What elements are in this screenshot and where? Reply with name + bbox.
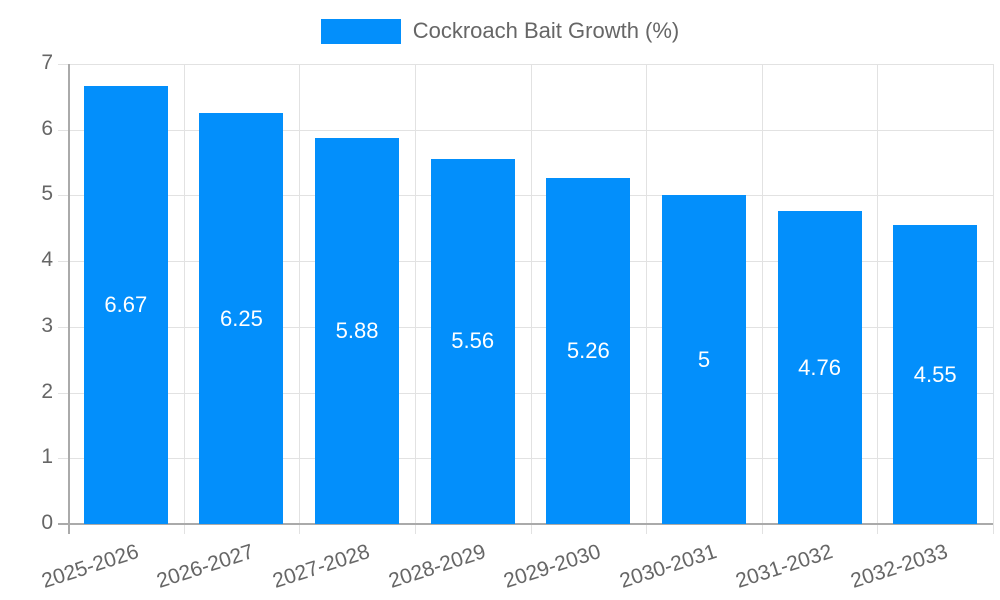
- y-axis-line: [68, 64, 70, 534]
- bar-value-label: 5.26: [566, 338, 610, 364]
- y-tick-label: 0: [41, 511, 53, 534]
- y-tick-label: 4: [41, 248, 53, 272]
- bar-value-label: 6.67: [104, 291, 148, 317]
- bar[interactable]: [893, 225, 978, 524]
- bar-value-label: 4.76: [798, 354, 841, 380]
- bar-value-label: 5.56: [451, 328, 495, 354]
- gridline-horizontal: [58, 64, 993, 65]
- x-tick-label: 2030-2031: [616, 540, 720, 593]
- legend-swatch[interactable]: [320, 18, 401, 44]
- x-tick-label: 2026-2027: [154, 540, 257, 593]
- bar[interactable]: [777, 211, 862, 524]
- bar[interactable]: [546, 178, 631, 524]
- gridline-vertical: [761, 64, 763, 534]
- gridline-horizontal: [58, 392, 993, 394]
- legend-label: Cockroach Bait Growth (%): [412, 18, 680, 43]
- gridline-horizontal: [58, 261, 993, 263]
- x-tick-label: 2031-2032: [732, 540, 836, 593]
- gridline-horizontal: [58, 195, 993, 197]
- bar[interactable]: [315, 137, 400, 524]
- gridline-vertical: [993, 64, 994, 534]
- chart-legend: Cockroach Bait Growth (%): [0, 18, 1000, 44]
- y-tick-label: 2: [41, 379, 53, 403]
- x-tick-label: 2028-2029: [385, 540, 489, 593]
- bar[interactable]: [430, 158, 515, 524]
- gridline-vertical: [646, 64, 648, 534]
- bar-value-label: 6.25: [220, 305, 263, 331]
- plot-area: 0 1 2 3 4 5 6 7 6.67 2025-2026 6.25 2026-2027 5.88 20…: [39, 51, 994, 593]
- gridline-vertical: [530, 64, 532, 534]
- y-tick-label: 5: [41, 182, 53, 206]
- x-axis-line: [58, 523, 993, 525]
- gridline-vertical: [299, 64, 301, 534]
- bar-value-label: 5.88: [335, 317, 379, 343]
- bar[interactable]: [83, 85, 168, 524]
- y-tick-label: 6: [41, 116, 53, 140]
- gridline-horizontal: [58, 326, 993, 328]
- gridline-vertical: [877, 64, 879, 534]
- x-tick-label: 2025-2026: [38, 540, 142, 593]
- gridline-vertical: [183, 64, 185, 534]
- bar[interactable]: [199, 113, 284, 524]
- bar-value-label: 4.55: [913, 361, 957, 387]
- bar-value-label: 5: [697, 346, 711, 372]
- gridline-horizontal: [58, 458, 993, 460]
- x-tick-label: 2029-2030: [501, 540, 604, 593]
- y-tick-label: 1: [41, 445, 53, 469]
- bar[interactable]: [661, 195, 746, 524]
- gridline-vertical: [414, 64, 416, 534]
- y-tick-label: 7: [41, 51, 53, 74]
- x-tick-label: 2032-2033: [848, 540, 951, 593]
- x-tick-label: 2027-2028: [269, 540, 373, 593]
- gridline-horizontal: [58, 129, 993, 131]
- y-tick-label: 3: [41, 313, 53, 337]
